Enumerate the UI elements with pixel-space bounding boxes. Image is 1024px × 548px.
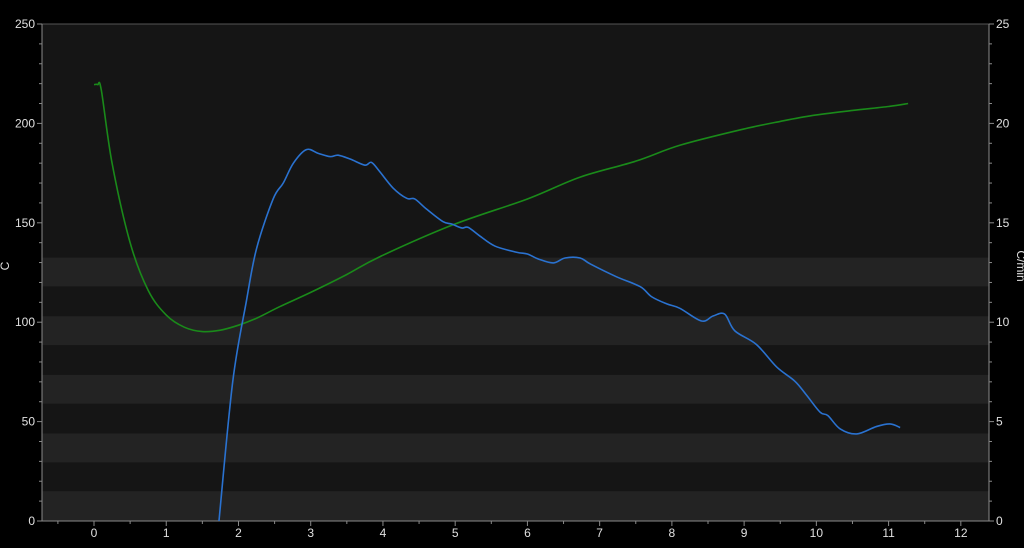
background-band	[42, 433, 989, 463]
x-tick-label: 12	[954, 526, 968, 540]
y-left-tick-label: 100	[15, 315, 35, 329]
y-right-tick-label: 25	[996, 17, 1010, 31]
background-band	[42, 316, 989, 346]
x-tick-label: 0	[91, 526, 98, 540]
series-group	[93, 81, 909, 522]
x-tick-label: 10	[810, 526, 824, 540]
background-band	[42, 491, 989, 521]
y-right-tick-label: 5	[996, 415, 1003, 429]
x-tick-label: 5	[452, 526, 459, 540]
x-tick-label: 4	[380, 526, 387, 540]
y-left-tick-label: 200	[15, 116, 35, 130]
y-left-tick-label: 50	[22, 415, 36, 429]
x-tick-label: 9	[741, 526, 748, 540]
axes: 0 1 2 3 4 5 6 7 8 9 10 11 12050100150200250051015202…	[15, 17, 1010, 540]
x-tick-label: 11	[882, 526, 895, 540]
x-tick-label: 1	[163, 526, 170, 540]
y-right-tick-label: 20	[996, 116, 1010, 130]
y-axis-left-label: C	[0, 261, 12, 270]
rate-series-line	[218, 148, 901, 522]
y-right-tick-label: 15	[996, 216, 1010, 230]
x-tick-label: 2	[235, 526, 242, 540]
x-tick-label: 6	[524, 526, 531, 540]
y-left-tick-label: 150	[15, 216, 35, 230]
y-right-tick-label: 0	[996, 514, 1003, 528]
temperature-series-line	[93, 81, 909, 333]
y-right-tick-label: 10	[996, 315, 1010, 329]
x-tick-label: 7	[596, 526, 603, 540]
y-left-tick-label: 0	[28, 514, 35, 528]
background-band	[42, 257, 989, 287]
x-tick-label: 8	[669, 526, 676, 540]
y-left-tick-label: 250	[15, 17, 35, 31]
x-tick-label: 3	[307, 526, 314, 540]
background-band	[42, 374, 989, 404]
y-axis-right-label: C/min	[1014, 250, 1024, 281]
